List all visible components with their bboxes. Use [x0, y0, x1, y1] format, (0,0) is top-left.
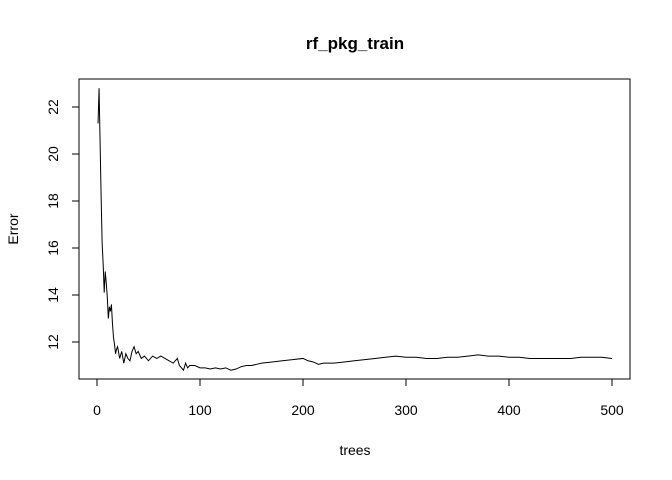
- y-tick-label: 20: [45, 146, 61, 162]
- y-tick-label: 12: [45, 334, 61, 350]
- error-series-line: [97, 88, 613, 372]
- y-tick-label: 14: [45, 287, 61, 303]
- x-tick-label: 0: [93, 402, 101, 418]
- x-tick-label: 300: [394, 402, 418, 418]
- x-tick-label: 500: [600, 402, 624, 418]
- y-tick-label: 16: [45, 240, 61, 256]
- y-tick-label: 22: [45, 99, 61, 115]
- y-tick-label: 18: [45, 193, 61, 209]
- y-axis: 12 14 16 18 20 22: [45, 99, 80, 350]
- y-axis-label: Error: [5, 213, 21, 244]
- x-tick-label: 100: [188, 402, 212, 418]
- x-tick-label: 200: [291, 402, 315, 418]
- x-tick-label: 400: [497, 402, 521, 418]
- x-axis-label: trees: [339, 442, 370, 458]
- x-axis: 0 100 200 300 400 500: [93, 378, 624, 418]
- chart-title: rf_pkg_train: [306, 34, 404, 53]
